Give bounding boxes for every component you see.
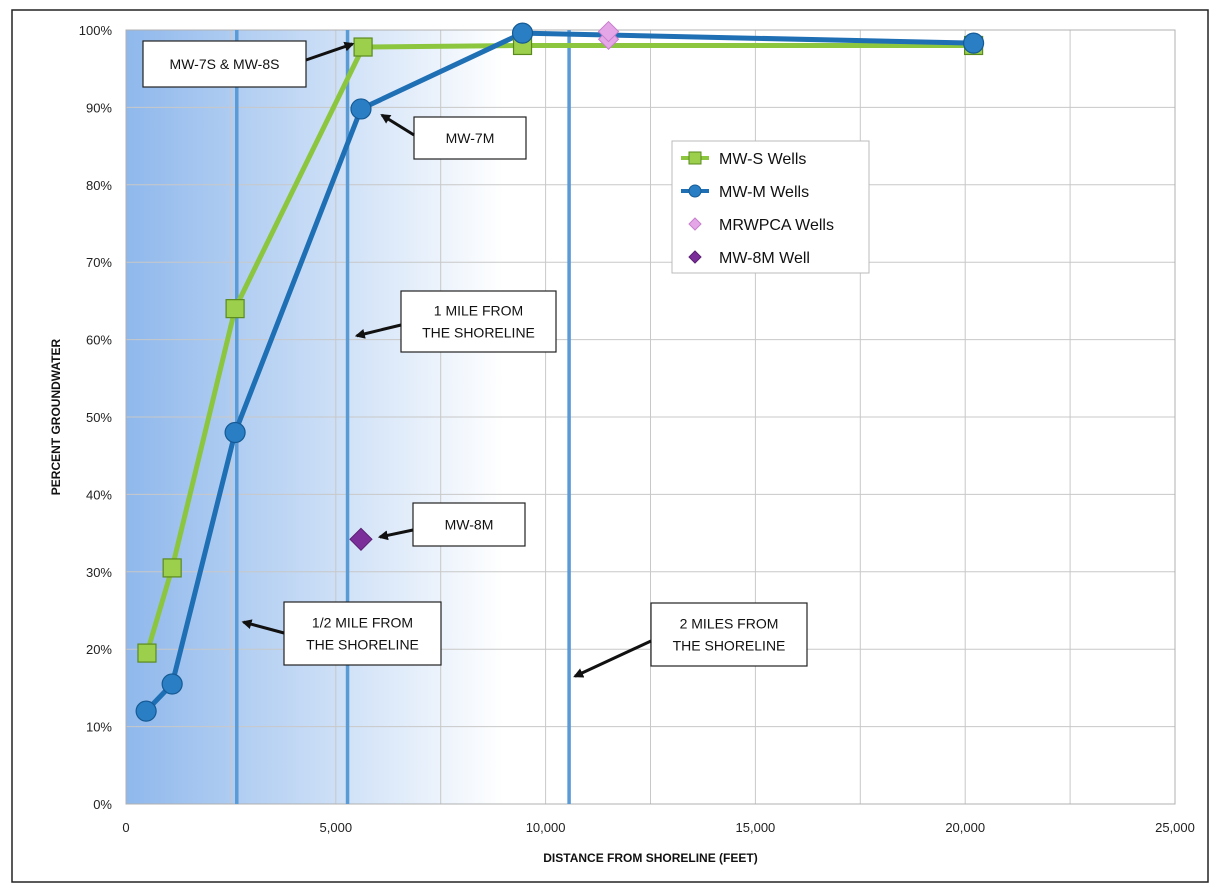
callout-text: THE SHORELINE [422, 325, 535, 341]
x-tick-label: 5,000 [320, 820, 353, 835]
callout-box [650, 602, 808, 667]
mw-s-wells-point [137, 643, 157, 663]
callout-arrow [305, 41, 355, 62]
callout-arrow [354, 323, 402, 339]
plot-area-border [125, 29, 1176, 805]
legend-mrwpca-marker [688, 217, 702, 231]
y-axis-title: PERCENT GROUNDWATER [49, 338, 63, 495]
mrwpca-wells-point [597, 20, 620, 43]
y-tick-label: 0% [93, 797, 112, 812]
callout-arrow [380, 113, 415, 137]
callout-arrow [573, 639, 652, 678]
y-tick-label: 20% [86, 642, 112, 657]
callout-box [142, 40, 307, 88]
legend-label: MRWPCA Wells [719, 217, 834, 234]
legend-label: MW-M Wells [719, 184, 809, 201]
x-axis-title: DISTANCE FROM SHORELINE (FEET) [543, 851, 757, 865]
callout-text: 1/2 MILE FROM [312, 615, 413, 631]
x-tick-label: 15,000 [736, 820, 776, 835]
mw-m-wells-point [135, 700, 157, 722]
legend-label: MW-8M Well [719, 250, 810, 267]
callout-text: THE SHORELINE [673, 638, 786, 654]
y-tick-label: 90% [86, 100, 112, 115]
x-tick-label: 0 [122, 820, 129, 835]
mw-s-wells-point [162, 558, 182, 578]
callout-box [413, 116, 527, 160]
y-tick-label: 60% [86, 333, 112, 348]
x-tick-label: 10,000 [526, 820, 566, 835]
callout-text: MW-8M [445, 517, 494, 533]
mw-m-wells-point [224, 421, 246, 444]
callout-text: 2 MILES FROM [680, 616, 779, 632]
legend-mw-8m-marker [688, 250, 702, 264]
callout-text: THE SHORELINE [306, 637, 419, 653]
callout-box [400, 290, 557, 353]
mw-m-wells-point [962, 32, 985, 54]
y-tick-label: 70% [86, 255, 112, 270]
mw-s-wells-line [144, 42, 974, 654]
y-tick-label: 80% [86, 178, 112, 193]
legend-label: MW-S Wells [719, 151, 806, 168]
mw-s-wells-point [225, 299, 245, 319]
mw-m-wells-point [350, 98, 372, 120]
y-tick-label: 30% [86, 565, 112, 580]
y-tick-label: 50% [86, 410, 112, 425]
x-tick-label: 25,000 [1155, 820, 1195, 835]
callout-arrow [377, 528, 414, 541]
y-tick-label: 40% [86, 487, 112, 502]
legend-box [671, 140, 870, 274]
legend-mw-m-marker [688, 184, 702, 198]
mw-m-wells-point [511, 22, 534, 44]
y-tick-label: 10% [86, 720, 112, 735]
callout-box [412, 502, 526, 547]
callout-box [283, 601, 442, 666]
callout-arrow [241, 619, 285, 635]
x-tick-label: 20,000 [945, 820, 985, 835]
callout-text: 1 MILE FROM [434, 303, 523, 319]
callout-text: MW-7S & MW-8S [170, 56, 280, 72]
mw-m-wells-point [161, 673, 183, 695]
legend-mw-s-marker [688, 151, 702, 165]
mw-s-wells-point [353, 37, 373, 57]
callout-text: MW-7M [446, 130, 495, 146]
y-tick-label: 100% [79, 23, 113, 38]
mw-8m-well-point [349, 527, 373, 551]
